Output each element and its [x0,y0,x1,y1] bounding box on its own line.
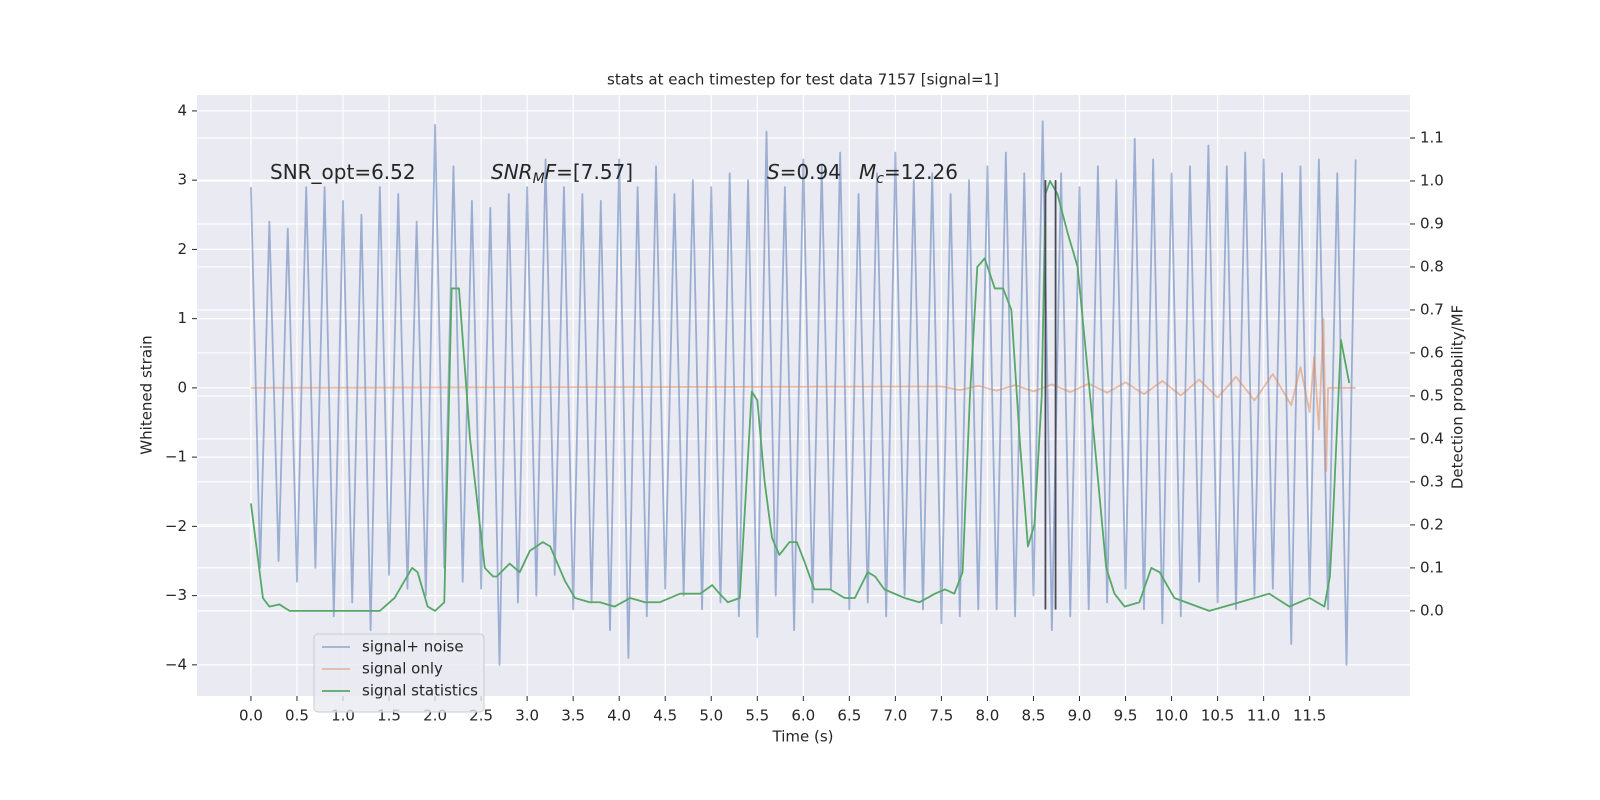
annotation-part: S [767,160,780,184]
y2-tick-label: 1.0 [1420,171,1444,189]
y-tick-label: 1 [177,309,187,327]
y2-tick-label: 0.7 [1420,300,1444,318]
x-axis-label: Time (s) [772,728,834,746]
x-tick-label: 10.0 [1155,707,1188,725]
y-tick-label: −3 [165,586,187,604]
legend-box [313,633,485,713]
y2-tick-label: 0.9 [1420,214,1444,232]
legend-label: signal statistics [362,682,478,700]
annotation: S=0.94 [767,160,841,184]
annotation: Mc=12.26 [859,160,958,188]
y2-tick-label: 0.1 [1420,558,1444,576]
annotation-part: =[7.57] [556,160,633,184]
annotation-part: SNR [491,160,533,184]
x-tick-label: 6.0 [791,707,815,725]
x-tick-label: 10.5 [1201,707,1234,725]
x-tick-label: 5.5 [745,707,769,725]
x-tick-label: 0.0 [239,707,263,725]
y2-tick-label: 0.0 [1420,601,1444,619]
annotation: SNR_opt=6.52 [270,160,416,184]
series-line [250,120,1357,666]
legend-label: signal+ noise [362,638,464,656]
y-tick-label: 3 [177,171,187,189]
annotation-part: M [533,171,545,187]
y2-tick-label: 0.4 [1420,429,1444,447]
x-tick-label: 4.5 [653,707,677,725]
y2-tick-label: 0.2 [1420,515,1444,533]
y-tick-label: −4 [165,655,187,673]
y-tick-label: 0 [177,378,187,396]
annotation-part: =0.94 [780,160,841,184]
y2-tick-label: 0.8 [1420,257,1444,275]
x-tick-label: 11.0 [1247,707,1280,725]
chart-title: stats at each timestep for test data 715… [607,71,999,89]
x-tick-label: 9.5 [1114,707,1138,725]
y-axis-label: Whitened strain [138,335,156,454]
y-tick-label: −1 [165,448,187,466]
x-tick-label: 11.5 [1293,707,1326,725]
y-tick-label: −2 [165,517,187,535]
annotation: SNRMF=[7.57] [491,160,633,188]
annotation-part: F [545,160,557,184]
x-tick-label: 9.0 [1068,707,1092,725]
annotation-part: M [859,160,876,184]
y2-tick-label: 0.3 [1420,472,1444,490]
legend: signal+ noise signal only signal statistic… [313,633,485,713]
x-tick-label: 6.5 [837,707,861,725]
legend-label: signal only [362,660,443,678]
x-tick-label: 3.0 [515,707,539,725]
y2-tick-label: 0.6 [1420,343,1444,361]
x-tick-label: 8.5 [1022,707,1046,725]
x-tick-label: 4.0 [607,707,631,725]
x-tick-label: 8.0 [976,707,1000,725]
x-tick-label: 5.0 [699,707,723,725]
annotation-part: c [876,171,884,187]
y2-axis-label: Detection probability/MF [1449,305,1467,489]
annotation-part: =12.26 [884,160,958,184]
x-tick-label: 7.0 [883,707,907,725]
x-tick-label: 7.5 [929,707,953,725]
series-line [250,180,1351,612]
y2-tick-label: 1.1 [1420,128,1444,146]
y-tick-label: 4 [177,101,187,119]
series-line [250,317,1356,472]
x-tick-label: 0.5 [285,707,309,725]
annotation-part: SNR_opt=6.52 [270,160,416,184]
y2-tick-label: 0.5 [1420,386,1444,404]
x-tick-label: 3.5 [561,707,585,725]
y-tick-label: 2 [177,240,187,258]
